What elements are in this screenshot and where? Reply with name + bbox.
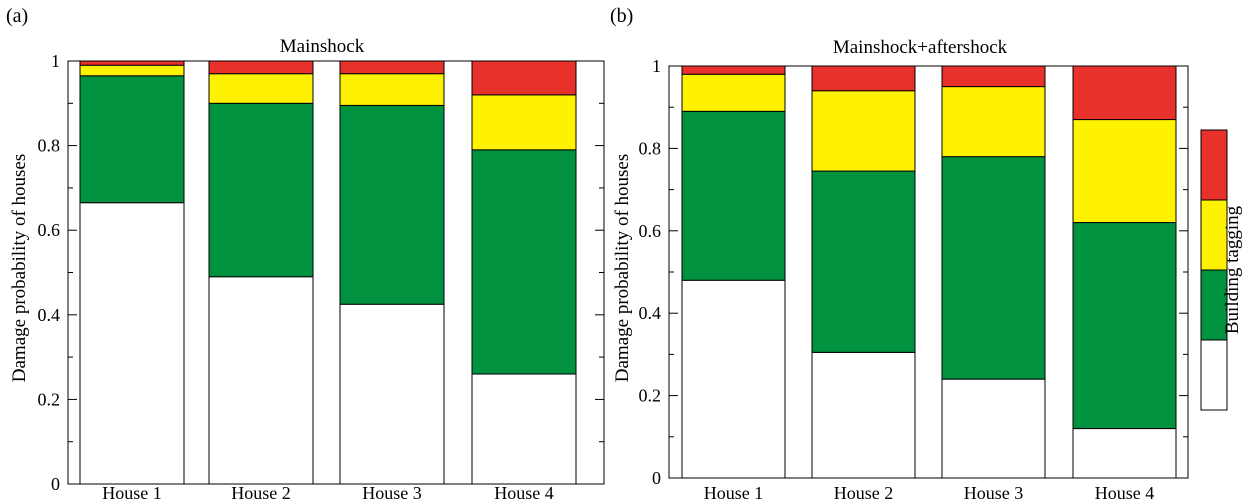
panel-a-y-tick-label: 0.8 xyxy=(38,136,61,156)
panel-a-y-tick-label: 0.6 xyxy=(38,220,61,240)
panel-b-bar-house-1-white-segment xyxy=(681,279,786,479)
panel-b-bar-house-4-red-segment xyxy=(1072,65,1177,121)
panel-a-title: Mainshock xyxy=(280,36,365,57)
colorbar-label: Building tagging xyxy=(1222,205,1243,334)
panel-b-bar-house-3-green-segment xyxy=(941,156,1046,380)
panel-a: (a) Mainshock Damage probability of hous… xyxy=(6,5,605,503)
panel-a-bar-house-1-yellow-segment xyxy=(79,64,185,77)
panel-a-y-tick-label: 0.2 xyxy=(38,389,61,409)
panel-a-bars xyxy=(79,60,577,485)
panel-b-y-tick-label: 1 xyxy=(652,56,661,76)
panel-a-bar-house-3-white-segment xyxy=(339,303,445,485)
panel-a-x-tick-label-house-3: House 3 xyxy=(362,483,422,503)
panel-a-bar-house-1-white-segment xyxy=(79,202,185,485)
panel-b-y-tick-label: 0 xyxy=(652,468,661,488)
panel-a-bar-house-4-green-segment xyxy=(471,149,577,375)
panel-a-bar-house-2-red-segment xyxy=(208,60,314,75)
panel-b-bar-house-2-green-segment xyxy=(811,170,916,353)
panel-a-x-tick-label-house-4: House 4 xyxy=(494,483,554,503)
panel-b-bar-house-3-yellow-segment xyxy=(941,86,1046,158)
panel-b-y-tick-label: 0.8 xyxy=(639,138,662,158)
colorbar-swatch-green xyxy=(1200,269,1228,341)
panel-b-bar-house-3-white-segment xyxy=(941,378,1046,479)
panel-b-bars xyxy=(681,65,1177,479)
panel-b-bar-house-3-red-segment xyxy=(941,65,1046,88)
panel-b-bar-house-2-red-segment xyxy=(811,65,916,92)
panel-b-title: Mainshock+aftershock xyxy=(833,37,1008,58)
panel-b-bar-house-2-white-segment xyxy=(811,351,916,479)
panel-a-bar-house-3-red-segment xyxy=(339,60,445,75)
panel-b-x-tick-label-house-3: House 3 xyxy=(964,483,1024,503)
panel-a-y-tick-label: 0.4 xyxy=(38,305,61,325)
panel-b-y-tick-label: 0.2 xyxy=(639,386,662,406)
panel-b-y-tick-label: 0.6 xyxy=(639,221,662,241)
panel-b-bar-house-4-white-segment xyxy=(1072,428,1177,479)
panel-b-x-tick-label-house-1: House 1 xyxy=(704,483,764,503)
panel-b-y-axis-label: Damage probability of houses xyxy=(612,154,633,382)
panel-a-x-tick-label-house-1: House 1 xyxy=(102,483,162,503)
panel-b-bar-house-4-green-segment xyxy=(1072,222,1177,430)
panel-b-bar-house-1-yellow-segment xyxy=(681,73,786,112)
panel-a-plot-frame xyxy=(67,60,605,485)
panel-b-bar-house-1-red-segment xyxy=(681,65,786,75)
colorbar-swatch-red xyxy=(1200,129,1228,201)
panel-b-plot-frame xyxy=(668,65,1189,479)
panel-b-bar-house-2-yellow-segment xyxy=(811,90,916,172)
panel-a-bar-house-4-white-segment xyxy=(471,373,577,485)
panel-b-y-tick-label: 0.4 xyxy=(639,303,662,323)
building-tagging-colorbar: Building tagging xyxy=(1200,129,1243,411)
panel-a-bar-house-3-yellow-segment xyxy=(339,73,445,106)
panel-b-x-tick-label-house-4: House 4 xyxy=(1095,483,1155,503)
colorbar-swatch-white xyxy=(1200,339,1228,411)
panel-a-bar-house-3-green-segment xyxy=(339,104,445,305)
panel-a-bar-house-4-red-segment xyxy=(471,60,577,96)
panel-b-x-tick-label-house-2: House 2 xyxy=(834,483,894,503)
panel-a-bar-house-2-green-segment xyxy=(208,102,314,278)
panel-a-y-tick-label: 0 xyxy=(51,474,60,494)
panel-a-bar-house-4-yellow-segment xyxy=(471,94,577,151)
panel-b-bar-house-1-green-segment xyxy=(681,110,786,281)
panel-a-y-tick-label: 1 xyxy=(51,51,60,71)
panel-a-y-axis-label: Damage probability of houses xyxy=(9,154,30,382)
panel-a-bar-house-1-green-segment xyxy=(79,75,185,204)
panel-a-bar-house-2-yellow-segment xyxy=(208,73,314,104)
panel-a-label: (a) xyxy=(6,5,28,27)
panel-a-bar-house-2-white-segment xyxy=(208,276,314,485)
panel-b-label: (b) xyxy=(610,5,633,27)
colorbar-swatch-yellow xyxy=(1200,199,1228,271)
panel-b: (b) Mainshock+aftershock Damage probabil… xyxy=(610,5,1189,503)
panel-a-x-tick-label-house-2: House 2 xyxy=(231,483,291,503)
panel-b-bar-house-4-yellow-segment xyxy=(1072,119,1177,224)
colorbar-swatches xyxy=(1200,129,1228,411)
panel-a-bar-house-1-red-segment xyxy=(79,60,185,66)
